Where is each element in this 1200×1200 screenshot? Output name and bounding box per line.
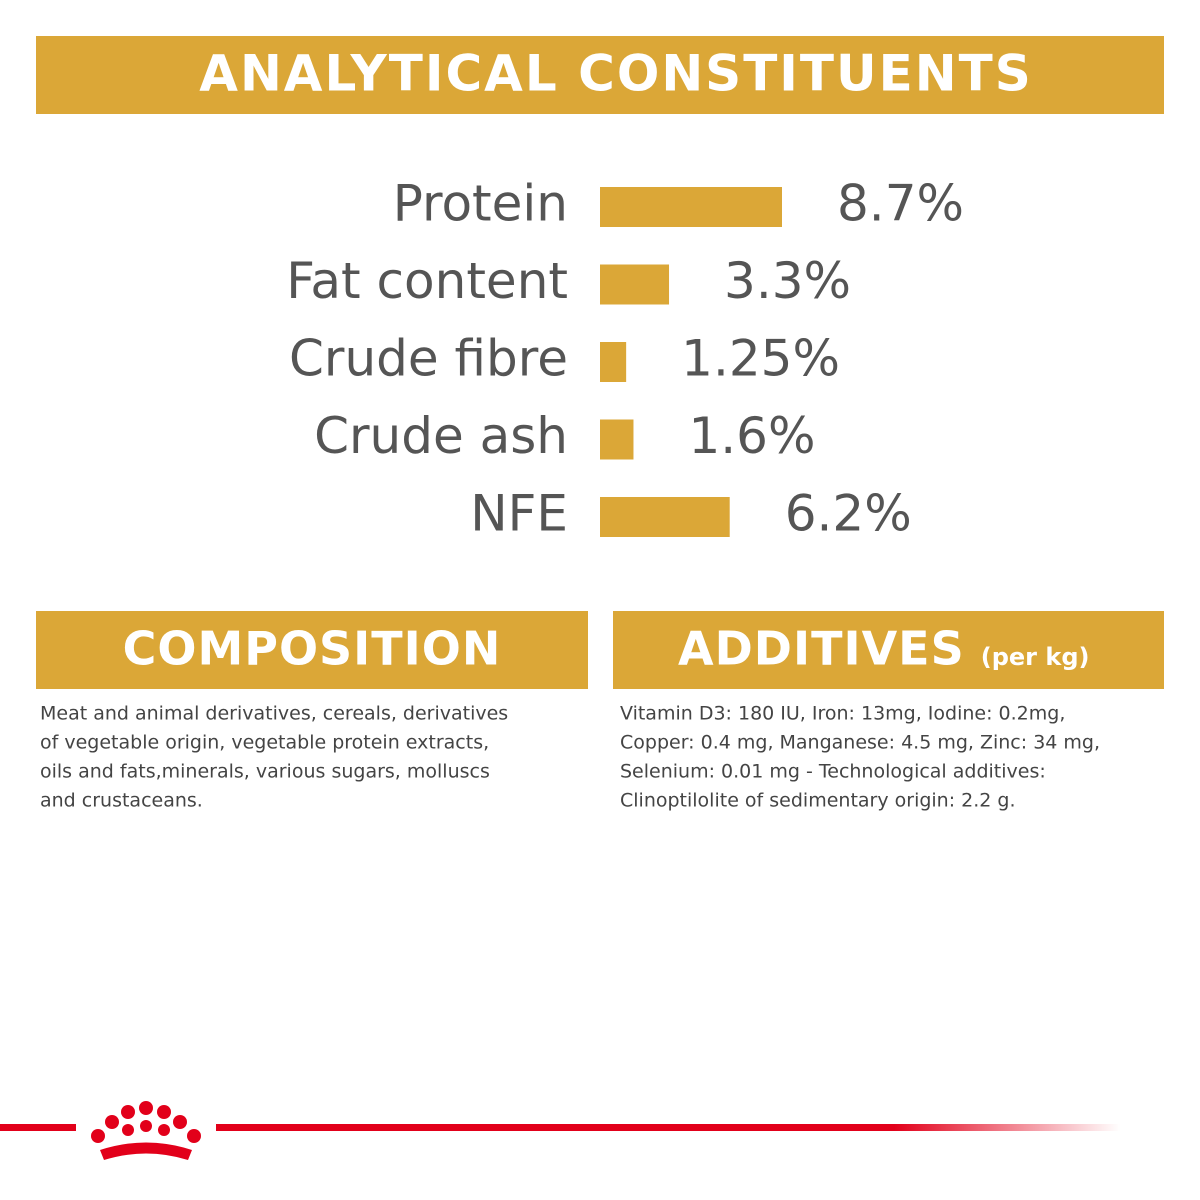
bar [600, 497, 730, 537]
brand-line [216, 1124, 1120, 1131]
bar [600, 264, 670, 305]
category-label: Crude fibre [289, 330, 568, 388]
chart-title: ANALYTICAL CONSTITUENTS [199, 45, 1032, 103]
value-label: 8.7% [837, 175, 964, 233]
paragraph-line: Selenium: 0.01 mg - Technological additi… [620, 761, 1046, 783]
additives-band [613, 611, 1164, 689]
value-label: 1.25% [681, 330, 840, 388]
paragraph-line: Copper: 0.4 mg, Manganese: 4.5 mg, Zinc:… [620, 732, 1100, 754]
paragraph-line: oils and fats,minerals, various sugars, … [40, 761, 490, 783]
additives-subtitle: (per kg) [981, 643, 1090, 671]
logo [91, 1101, 201, 1160]
category-label: NFE [470, 485, 568, 543]
value-label: 1.6% [688, 407, 815, 465]
value-label: 3.3% [724, 252, 851, 310]
paragraph-line: Clinoptilolite of sedimentary origin: 2.… [620, 790, 1016, 812]
additives-title: ADDITIVES [678, 622, 965, 676]
bar [600, 342, 627, 382]
composition-title: COMPOSITION [123, 622, 502, 676]
header-band [36, 36, 1164, 114]
composition-band [36, 611, 588, 689]
paragraph-line: Meat and animal derivatives, cereals, de… [40, 703, 508, 725]
brand-line [0, 1124, 76, 1131]
bar [600, 187, 782, 227]
paragraph-line: Vitamin D3: 180 IU, Iron: 13mg, Iodine: … [620, 703, 1065, 725]
category-label: Fat content [286, 252, 568, 310]
category-label: Protein [393, 175, 568, 233]
category-label: Crude ash [314, 407, 568, 465]
value-label: 6.2% [785, 485, 912, 543]
bar [600, 419, 634, 460]
paragraph-line: of vegetable origin, vegetable protein e… [40, 732, 489, 754]
paragraph-line: and crustaceans. [40, 790, 203, 812]
